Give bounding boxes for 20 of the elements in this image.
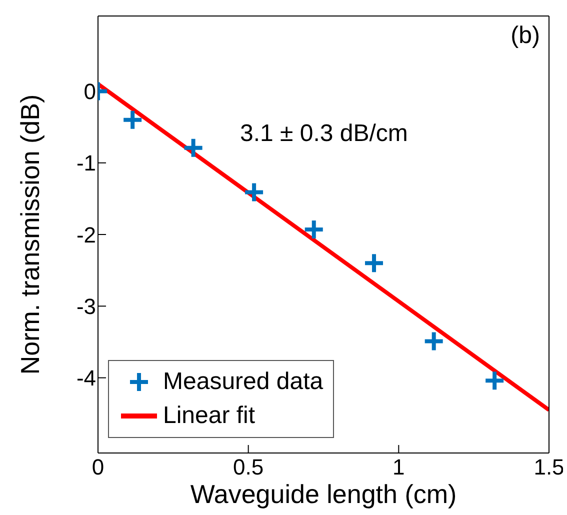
y-axis-title: Norm. transmission (dB) [15, 94, 46, 375]
point [243, 181, 266, 204]
annotation: (b) [510, 22, 540, 50]
point [363, 252, 386, 274]
x-tick-label: 1 [392, 454, 405, 480]
y-tick-label: -4 [76, 366, 96, 391]
point [422, 330, 445, 352]
annotation: 3.1 ± 0.3 dB/cm [240, 120, 408, 148]
x-axis-title: Waveguide length (cm) [190, 479, 457, 509]
x-tick-label: 1.5 [534, 454, 564, 480]
x-tick-label: 0.5 [233, 454, 264, 480]
point [484, 370, 506, 392]
y-tick-label: -2 [76, 222, 96, 248]
y-tick-label: 0 [84, 79, 96, 104]
legend-label: Linear fit [163, 402, 256, 430]
point [122, 108, 144, 131]
y-tick-label: -1 [76, 150, 96, 176]
point [182, 136, 204, 159]
legend-label: Measured data [163, 368, 324, 396]
y-tick-label: -3 [76, 294, 96, 319]
